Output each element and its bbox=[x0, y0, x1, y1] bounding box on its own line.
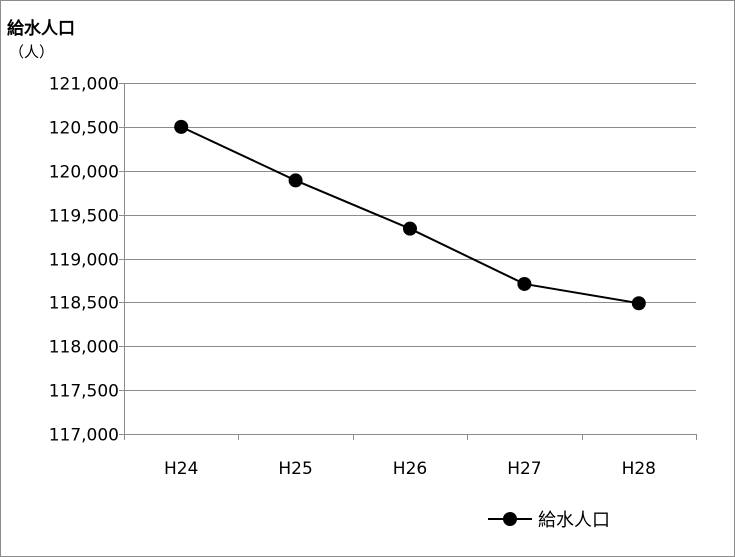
y-axis-unit: （人） bbox=[9, 43, 55, 61]
x-axis: H24 H25 H26 H27 H28 bbox=[124, 83, 697, 479]
y-tick-label: 120,500 bbox=[49, 119, 119, 139]
data-point bbox=[631, 296, 646, 311]
legend-marker-icon bbox=[488, 512, 532, 526]
x-tick-label: H28 bbox=[622, 459, 656, 479]
data-point bbox=[403, 221, 417, 236]
y-tick-label: 117,000 bbox=[49, 426, 119, 446]
x-tick-label: H24 bbox=[164, 459, 198, 479]
legend-label: 給水人口 bbox=[538, 510, 610, 531]
data-point bbox=[174, 119, 189, 134]
y-tick-label: 118,500 bbox=[49, 294, 119, 314]
y-tick-label: 118,000 bbox=[49, 338, 119, 358]
y-axis-ticks: 117,000 117,500 118,000 118,500 119,000 119,5… bbox=[49, 75, 119, 446]
x-tick-label: H27 bbox=[507, 459, 541, 479]
data-point bbox=[288, 173, 303, 188]
legend: 給水人口 bbox=[486, 506, 610, 532]
x-tick-label: H25 bbox=[278, 459, 312, 479]
data-point bbox=[517, 276, 532, 291]
series-group bbox=[174, 119, 646, 311]
x-tick-label: H26 bbox=[393, 459, 427, 479]
y-tick-label: 119,000 bbox=[49, 251, 119, 271]
y-tick-label: 121,000 bbox=[49, 75, 119, 95]
y-tick-label: 119,500 bbox=[49, 207, 119, 227]
y-tick-label: 117,500 bbox=[49, 382, 119, 402]
chart-title: 給水人口 bbox=[7, 19, 75, 39]
y-tick-label: 120,000 bbox=[49, 163, 119, 183]
gridlines bbox=[119, 83, 696, 435]
